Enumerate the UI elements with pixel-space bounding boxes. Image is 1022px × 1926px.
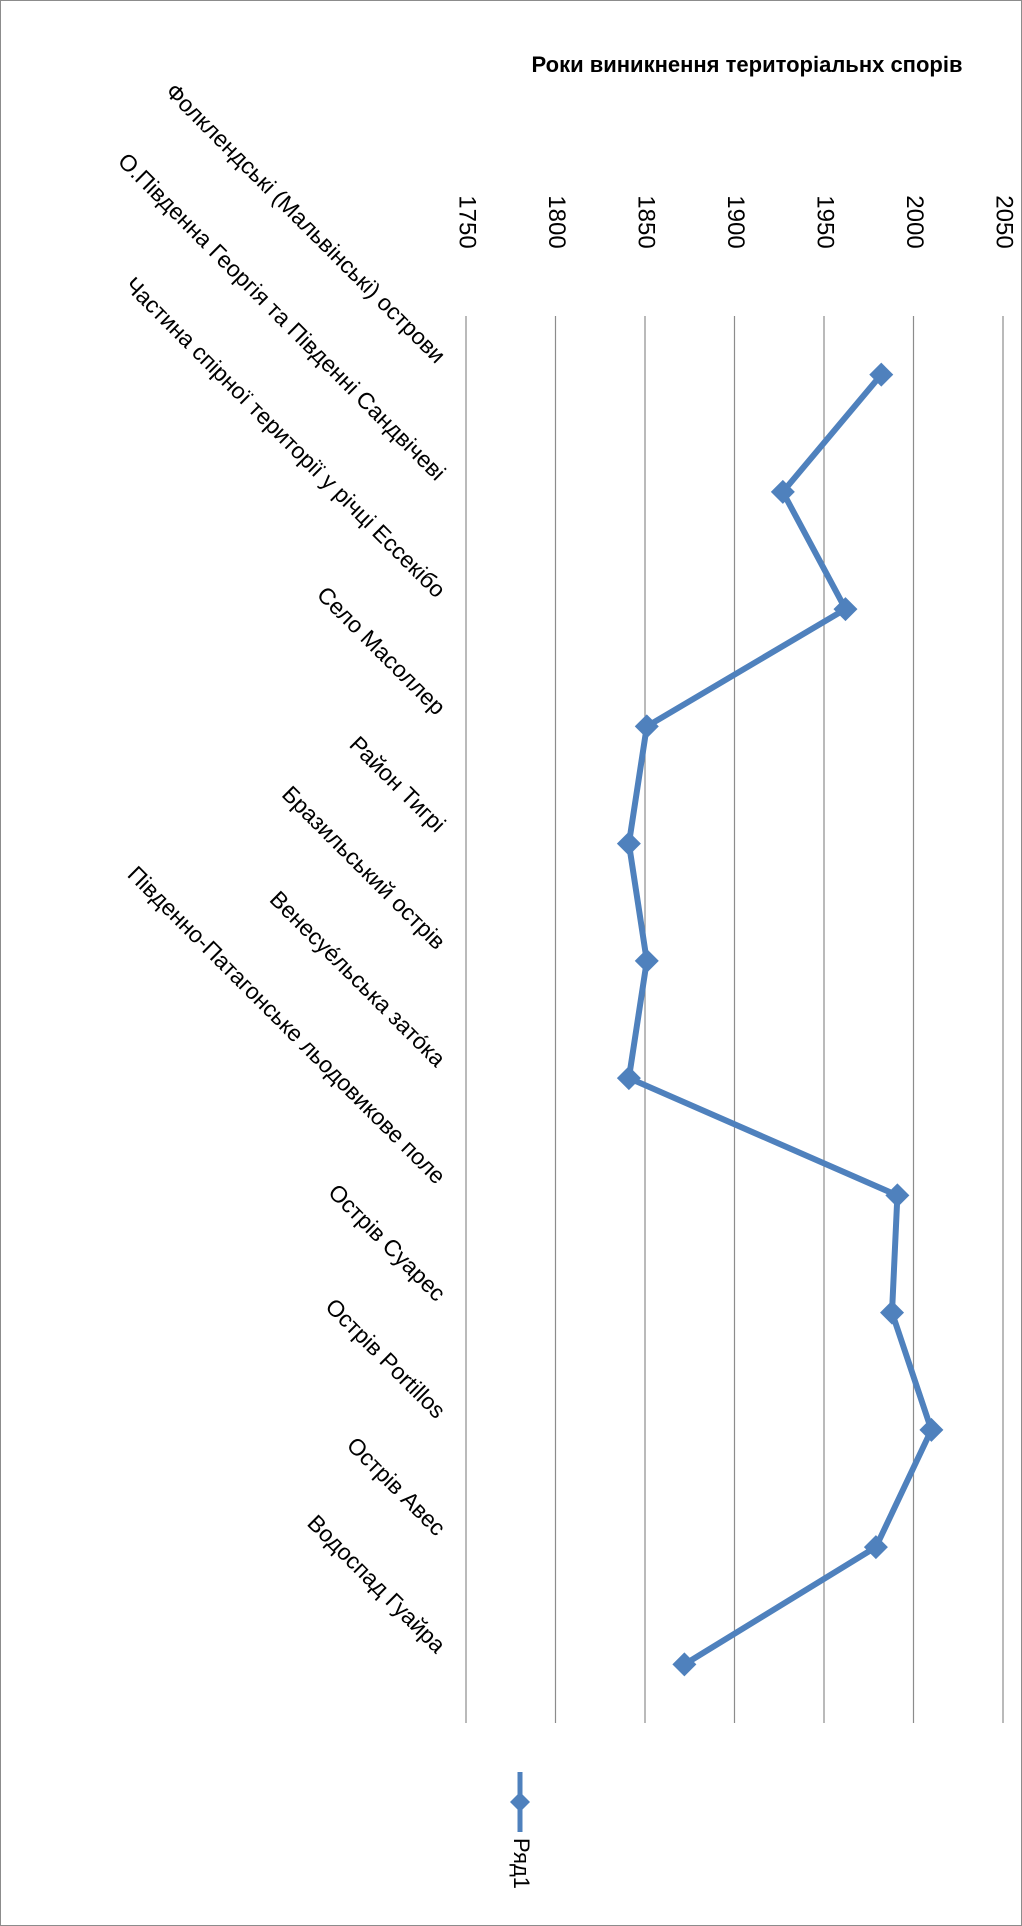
category-label: Село Масоллер <box>312 581 451 720</box>
chart-title: Роки виникнення територіальнх спорів <box>532 52 963 77</box>
category-axis-labels: Фолклендські (Мальвінські) островиО.Півд… <box>113 78 451 1658</box>
category-label: Острів Суарес <box>323 1179 450 1306</box>
data-point <box>885 1183 910 1208</box>
value-tick-label: 2000 <box>901 195 928 248</box>
series-line-layer <box>625 371 935 1668</box>
data-point <box>833 597 858 622</box>
value-tick-label: 1950 <box>812 195 839 248</box>
legend-marker <box>510 1792 530 1812</box>
gridlines <box>465 316 1004 1723</box>
category-label: Район Тигрі <box>345 731 451 837</box>
value-axis-ticks: 1750 1800 1850 1900 1950 2000 2050 <box>454 195 1018 248</box>
data-point <box>616 831 641 856</box>
data-point <box>863 1535 888 1560</box>
data-point <box>634 948 659 973</box>
legend-label: Ряд1 <box>509 1838 534 1889</box>
data-point <box>869 362 894 387</box>
value-tick-label: 1750 <box>454 195 481 248</box>
data-point <box>880 1300 905 1325</box>
chart-title-group: Роки виникнення територіальнх спорів <box>532 52 963 77</box>
category-label: Острів Авес <box>342 1432 451 1541</box>
data-point <box>616 1066 641 1091</box>
data-point <box>634 714 659 739</box>
data-markers <box>616 362 944 1677</box>
data-point <box>919 1417 944 1442</box>
data-point <box>770 479 795 504</box>
value-tick-label: 1850 <box>633 195 660 248</box>
value-tick-label: 1900 <box>722 195 749 248</box>
legend: Ряд1 <box>509 1772 534 1889</box>
data-point <box>672 1652 697 1677</box>
value-tick-label: 1800 <box>543 195 570 248</box>
value-tick-label: 2050 <box>991 195 1018 248</box>
category-label: Острів Portillos <box>321 1293 451 1423</box>
series-line <box>625 371 935 1668</box>
